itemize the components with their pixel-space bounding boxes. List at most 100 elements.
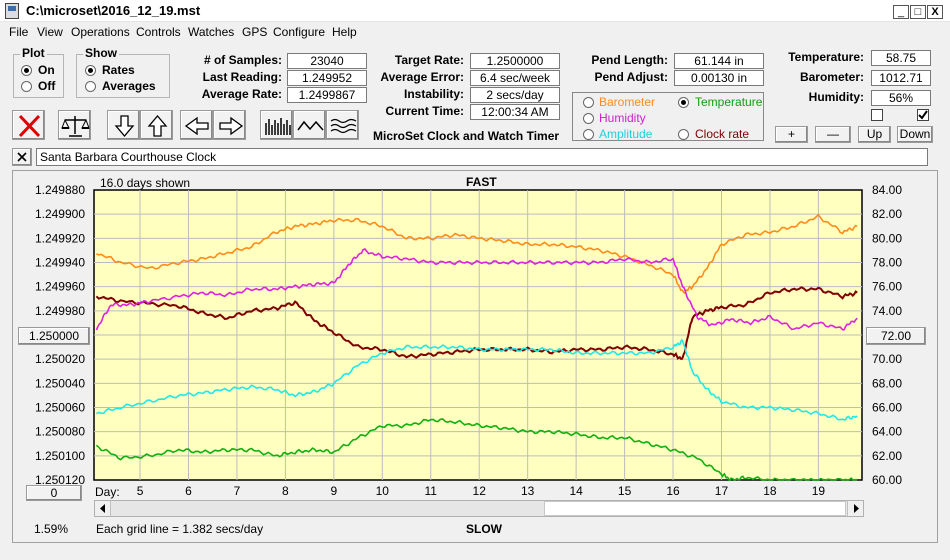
title-bar: C:\microset\2016_12_19.mst _ □ X <box>0 0 950 22</box>
barometer-radio[interactable] <box>583 97 594 108</box>
show-averages-radio[interactable] <box>85 81 96 92</box>
show-group <box>76 54 170 98</box>
plot-on-radio[interactable] <box>21 65 32 76</box>
scroll-left-arrow[interactable] <box>95 501 111 516</box>
bars-view-button[interactable] <box>260 110 293 140</box>
pend-length-label: Pend Length: <box>591 53 668 67</box>
instability-label: Instability: <box>403 87 464 101</box>
scroll-down-button[interactable] <box>107 110 140 140</box>
zero-button[interactable]: 0 <box>26 485 82 501</box>
y-right-tick-label: 74.00 <box>872 304 902 318</box>
scroll-up-button[interactable] <box>140 110 173 140</box>
x-tick-label: 13 <box>521 484 535 498</box>
menu-help[interactable]: Help <box>332 25 357 39</box>
y-right-tick-label: 60.00 <box>872 473 902 487</box>
scroll-right-button[interactable] <box>213 110 246 140</box>
y-axis-left-labels: 1.249880 1.249900 1.249920 1.249940 1.249960… <box>35 183 85 487</box>
menu-view[interactable]: View <box>37 25 63 39</box>
menu-file[interactable]: File <box>9 25 29 39</box>
multi-wave-view-button[interactable] <box>326 110 359 140</box>
menu-gps[interactable]: GPS <box>242 25 268 39</box>
x-tick-label: 8 <box>282 484 289 498</box>
temperature-field: 58.75 <box>871 50 931 66</box>
day-label: Day: <box>95 485 120 499</box>
amplitude-radio[interactable] <box>583 129 594 140</box>
series-lines <box>95 213 858 481</box>
plot-on-label: On <box>38 63 55 77</box>
down-button[interactable]: Down <box>897 126 933 143</box>
x-tick-label: 19 <box>812 484 826 498</box>
humidity-radio[interactable] <box>583 113 594 124</box>
menu-operations[interactable]: Operations <box>71 25 130 39</box>
y-left-tick-label: 1.250120 <box>35 473 85 487</box>
plot-group-title: Plot <box>20 46 47 60</box>
wave-view-button[interactable] <box>293 110 326 140</box>
clock-rate-radio[interactable] <box>678 129 689 140</box>
center-rate-button[interactable]: 1.250000 <box>18 327 90 345</box>
last-reading-label: Last Reading: <box>202 70 282 84</box>
app-name: MicroSet Clock and Watch Timer <box>373 129 560 143</box>
x-tick-label: 10 <box>376 484 390 498</box>
menu-bar: File View Operations Controls Watches GP… <box>0 22 950 42</box>
close-window-button[interactable]: X <box>927 5 943 19</box>
target-rate-field: 1.2500000 <box>470 53 560 69</box>
plot-off-radio[interactable] <box>21 81 32 92</box>
scrollbar-thumb[interactable] <box>544 501 846 516</box>
channel-group <box>572 92 764 141</box>
y-left-tick-label: 1.249980 <box>35 304 85 318</box>
clock-name-input[interactable]: Santa Barbara Courthouse Clock <box>36 148 928 166</box>
wave-icon <box>297 120 324 131</box>
x-tick-label: 16 <box>666 484 680 498</box>
y-left-tick-label: 1.250040 <box>35 376 85 390</box>
arrow-right-icon <box>219 116 244 136</box>
temperature-radio[interactable] <box>678 97 689 108</box>
grid-note: Each grid line = 1.382 secs/day <box>96 522 264 536</box>
y-left-tick-label: 1.249900 <box>35 207 85 221</box>
bar-graph-icon <box>265 118 291 135</box>
barometer-field: 1012.71 <box>871 70 931 86</box>
y-right-tick-label: 70.00 <box>872 352 902 366</box>
scroll-right-arrow[interactable] <box>847 501 863 516</box>
window-title: C:\microset\2016_12_19.mst <box>26 3 201 18</box>
minus-button[interactable]: — <box>815 126 851 143</box>
minimize-button[interactable]: _ <box>893 5 909 19</box>
y-right-tick-label: 68.00 <box>872 376 902 390</box>
last-reading-field: 1.249952 <box>287 70 367 86</box>
pend-length-field: 61.144 in <box>674 53 764 69</box>
center-temperature-button[interactable]: 72.00 <box>866 327 926 345</box>
x-tick-label: 18 <box>763 484 777 498</box>
barometer-label: Barometer: <box>799 70 864 84</box>
temperature-label: Temperature: <box>788 50 864 64</box>
show-group-title: Show <box>83 46 119 60</box>
humidity-field: 56% <box>871 90 931 106</box>
environment-checkbox-2[interactable] <box>917 109 929 121</box>
environment-checkbox-1[interactable] <box>871 109 883 121</box>
show-rates-radio[interactable] <box>85 65 96 76</box>
menu-configure[interactable]: Configure <box>273 25 326 39</box>
scroll-left-button[interactable] <box>180 110 213 140</box>
stop-button[interactable] <box>12 110 45 140</box>
up-button[interactable]: Up <box>858 126 891 143</box>
show-averages-label: Averages <box>102 79 156 93</box>
pend-adjust-label: Pend Adjust: <box>594 70 668 84</box>
triangle-left-icon <box>100 504 105 513</box>
fast-label: FAST <box>466 175 497 189</box>
plus-button[interactable]: + <box>775 126 808 143</box>
maximize-button[interactable]: □ <box>910 5 926 19</box>
y-left-tick-label: 1.250100 <box>35 449 85 463</box>
balance-button[interactable] <box>58 110 91 140</box>
app-icon <box>5 3 19 19</box>
humidity-label: Humidity: <box>808 90 864 104</box>
samples-field: 23040 <box>287 53 367 69</box>
y-right-tick-label: 78.00 <box>872 256 902 270</box>
average-error-field: 6.4 sec/week <box>470 70 560 86</box>
y-left-tick-label: 1.249940 <box>35 256 85 270</box>
series-line-3 <box>96 338 858 421</box>
y-left-tick-label: 1.250080 <box>35 425 85 439</box>
clear-clock-name-button[interactable] <box>12 148 32 166</box>
x-tick-label: 11 <box>425 484 438 498</box>
series-line-4 <box>95 418 858 481</box>
menu-watches[interactable]: Watches <box>188 25 235 39</box>
menu-controls[interactable]: Controls <box>136 25 181 39</box>
x-tick-label: 17 <box>715 484 729 498</box>
